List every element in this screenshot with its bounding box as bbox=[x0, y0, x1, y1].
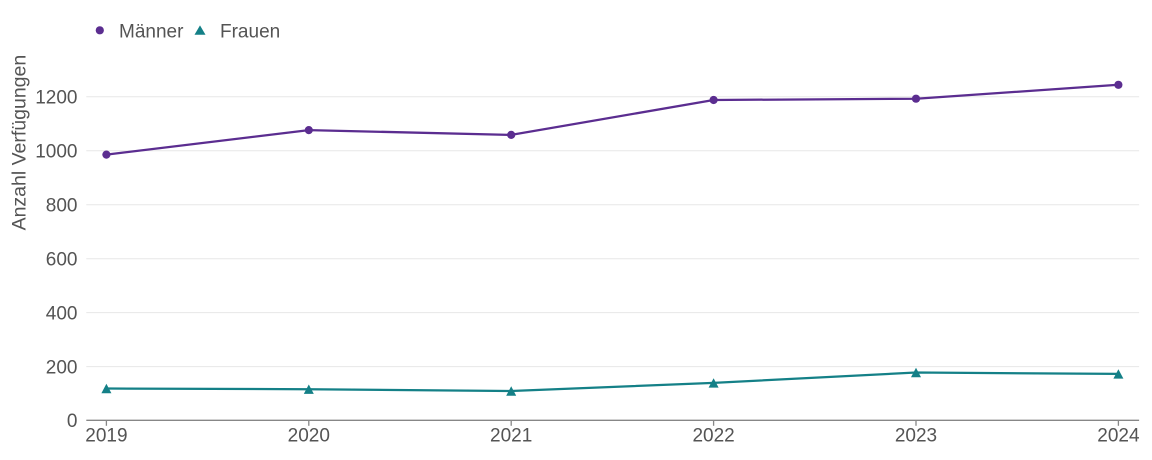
svg-text:400: 400 bbox=[46, 303, 78, 324]
svg-text:2020: 2020 bbox=[288, 426, 330, 447]
svg-text:2023: 2023 bbox=[895, 426, 937, 447]
svg-text:2024: 2024 bbox=[1097, 426, 1140, 447]
svg-text:2021: 2021 bbox=[490, 426, 532, 447]
svg-text:1200: 1200 bbox=[35, 88, 77, 109]
svg-text:800: 800 bbox=[46, 195, 78, 216]
svg-text:0: 0 bbox=[67, 411, 78, 432]
svg-text:2019: 2019 bbox=[85, 426, 127, 447]
svg-text:1000: 1000 bbox=[35, 142, 77, 163]
svg-text:2022: 2022 bbox=[692, 426, 734, 447]
svg-text:200: 200 bbox=[46, 357, 78, 378]
svg-text:600: 600 bbox=[46, 249, 78, 270]
svg-text:Anzahl Verfügungen: Anzahl Verfügungen bbox=[9, 55, 31, 231]
svg-text:Männer: Männer bbox=[119, 21, 184, 42]
svg-text:Frauen: Frauen bbox=[220, 21, 280, 42]
